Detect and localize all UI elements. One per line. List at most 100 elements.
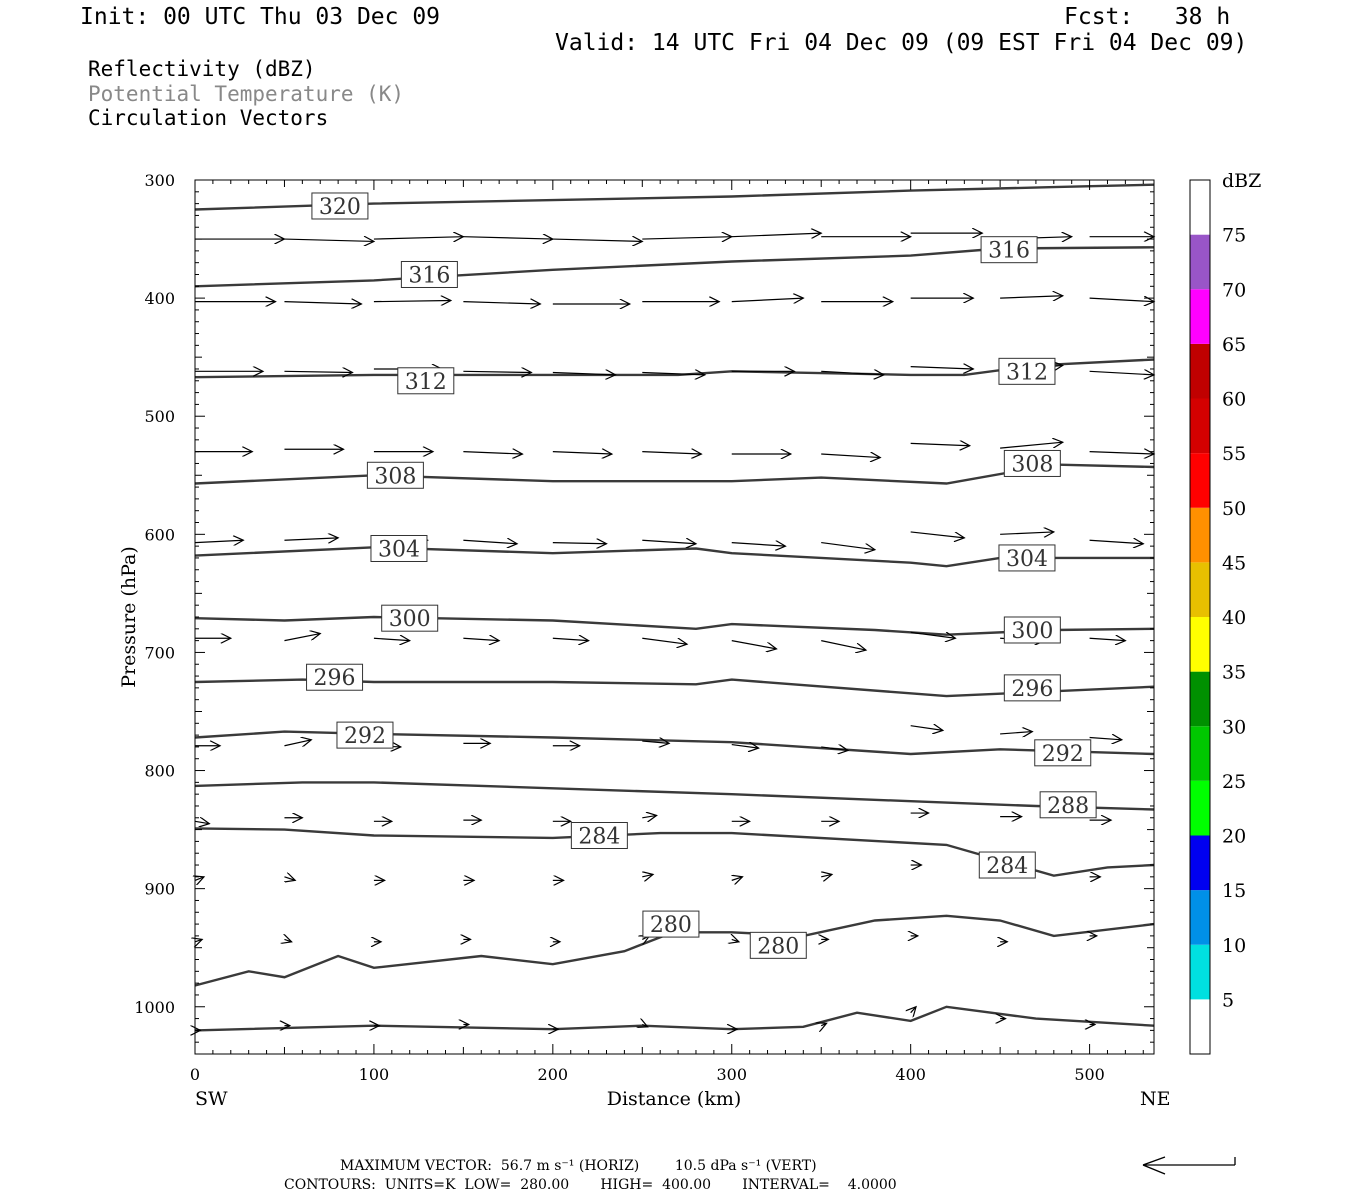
circulation-vector [821, 541, 875, 550]
contour-label-box [400, 260, 458, 288]
circulation-vector [463, 452, 522, 454]
y-tick-label: 800 [144, 762, 175, 781]
reference-vector-arrow [1142, 1156, 1236, 1175]
y-tick-label: 700 [144, 643, 175, 662]
y-axis-label: Pressure (hPa) [118, 546, 140, 688]
contour-label-box [1003, 674, 1061, 702]
circulation-vector [552, 239, 642, 241]
init-time: Init: 00 UTC Thu 03 Dec 09 [80, 4, 441, 30]
circulation-vector [284, 239, 373, 241]
circulation-vector [910, 632, 956, 638]
colorbar-level-label: 50 [1222, 498, 1246, 520]
colorbar-bin [1190, 398, 1210, 454]
circulation-vector [642, 237, 731, 239]
x-tick-label: 300 [716, 1065, 747, 1084]
x-tick-label: 100 [359, 1065, 390, 1084]
colorbar-bin [1190, 780, 1210, 836]
colorbar-level-label: 70 [1222, 279, 1246, 301]
colorbar-level-label: 45 [1222, 552, 1246, 574]
circulation-vector [552, 452, 612, 454]
circulation-vector [731, 298, 804, 302]
circulation-vector [463, 638, 499, 640]
contour-label-box [980, 236, 1038, 264]
theta-contour-304 [194, 546, 1154, 568]
contour-label: 304 [1006, 547, 1048, 572]
circulation-vector [910, 531, 965, 538]
colorbar-bin [1190, 726, 1210, 781]
contour-label: 292 [1042, 742, 1084, 767]
circulation-vector [642, 373, 705, 375]
contour-label-box [311, 192, 369, 220]
field-potential-temperature: Potential Temperature (K) [88, 82, 405, 106]
circulation-vector [642, 638, 687, 644]
circulation-vector [1000, 296, 1063, 298]
circulation-vector [373, 638, 410, 640]
colorbar-bin [1190, 671, 1210, 727]
circulation-vector [463, 371, 531, 372]
circulation-vector [1000, 532, 1054, 534]
valid-time: Valid: 14 UTC Fri 04 Dec 09 (09 EST Fri … [555, 30, 1248, 56]
contour-label-box [336, 721, 394, 749]
circulation-vector [821, 747, 848, 751]
circulation-vector [731, 543, 786, 547]
contour-label-box [381, 604, 439, 632]
circulation-vector [463, 540, 517, 544]
colorbar-level-label: 65 [1222, 334, 1246, 356]
circulation-vector [373, 300, 451, 301]
x-tick-label: 0 [190, 1065, 200, 1084]
circulation-vector [284, 939, 291, 941]
y-tick-label: 500 [144, 407, 175, 426]
x-right-end-label: NE [1140, 1088, 1171, 1110]
y-tick-label: 900 [144, 880, 175, 899]
contour-label-box [306, 663, 364, 691]
circulation-vector [821, 640, 866, 650]
circulation-vector [1000, 442, 1063, 449]
x-axis-label: Distance (km) [607, 1088, 742, 1110]
circulation-vector [821, 1023, 826, 1025]
circulation-vector [642, 1024, 647, 1026]
x-left-end-label: SW [195, 1088, 228, 1110]
colorbar-level-label: 10 [1222, 935, 1246, 957]
circulation-vector [463, 302, 540, 304]
circulation-vector [552, 543, 607, 544]
colorbar-bin [1190, 507, 1210, 563]
colorbar-level-label: 25 [1222, 771, 1246, 793]
contour-label: 288 [1047, 794, 1089, 819]
circulation-vector [821, 371, 884, 375]
circulation-vector [195, 877, 204, 881]
circulation-vector [284, 538, 338, 540]
circulation-vector [910, 443, 970, 445]
forecast-hour: Fcst: 38 h [1064, 4, 1231, 30]
circulation-vector [194, 540, 243, 542]
contour-label: 312 [1006, 360, 1048, 385]
contour-label: 284 [986, 854, 1028, 879]
circulation-vector [284, 634, 320, 642]
theta-contour-lowest [194, 1005, 1155, 1032]
colorbar-level-label: 35 [1222, 662, 1246, 684]
circulation-vector [194, 821, 209, 823]
colorbar-level-label: 15 [1222, 880, 1246, 902]
circulation-vector [1089, 452, 1154, 454]
theta-contour-284 [194, 827, 1155, 877]
circulation-vector [463, 237, 552, 239]
colorbar-level-label: 40 [1222, 607, 1246, 629]
contour-label-box [397, 367, 455, 395]
colorbar-bin [1190, 453, 1210, 508]
circulation-vector [821, 454, 880, 458]
circulation-vector [911, 1007, 916, 1013]
circulation-vector [642, 452, 701, 454]
contour-label-box [570, 822, 628, 849]
contour-label-box [749, 931, 807, 959]
circulation-vector [731, 640, 777, 649]
circulation-vector [642, 540, 696, 544]
colorbar-bin [1190, 617, 1210, 672]
colorbar-bin [1190, 999, 1210, 1054]
contour-label: 296 [314, 666, 356, 691]
contour-label: 300 [389, 607, 431, 632]
circulation-vector [1000, 732, 1032, 734]
contour-label: 280 [650, 913, 692, 938]
contour-label-box [1034, 739, 1092, 767]
contour-label-box [1003, 449, 1061, 477]
colorbar-level-label: 20 [1222, 826, 1246, 848]
